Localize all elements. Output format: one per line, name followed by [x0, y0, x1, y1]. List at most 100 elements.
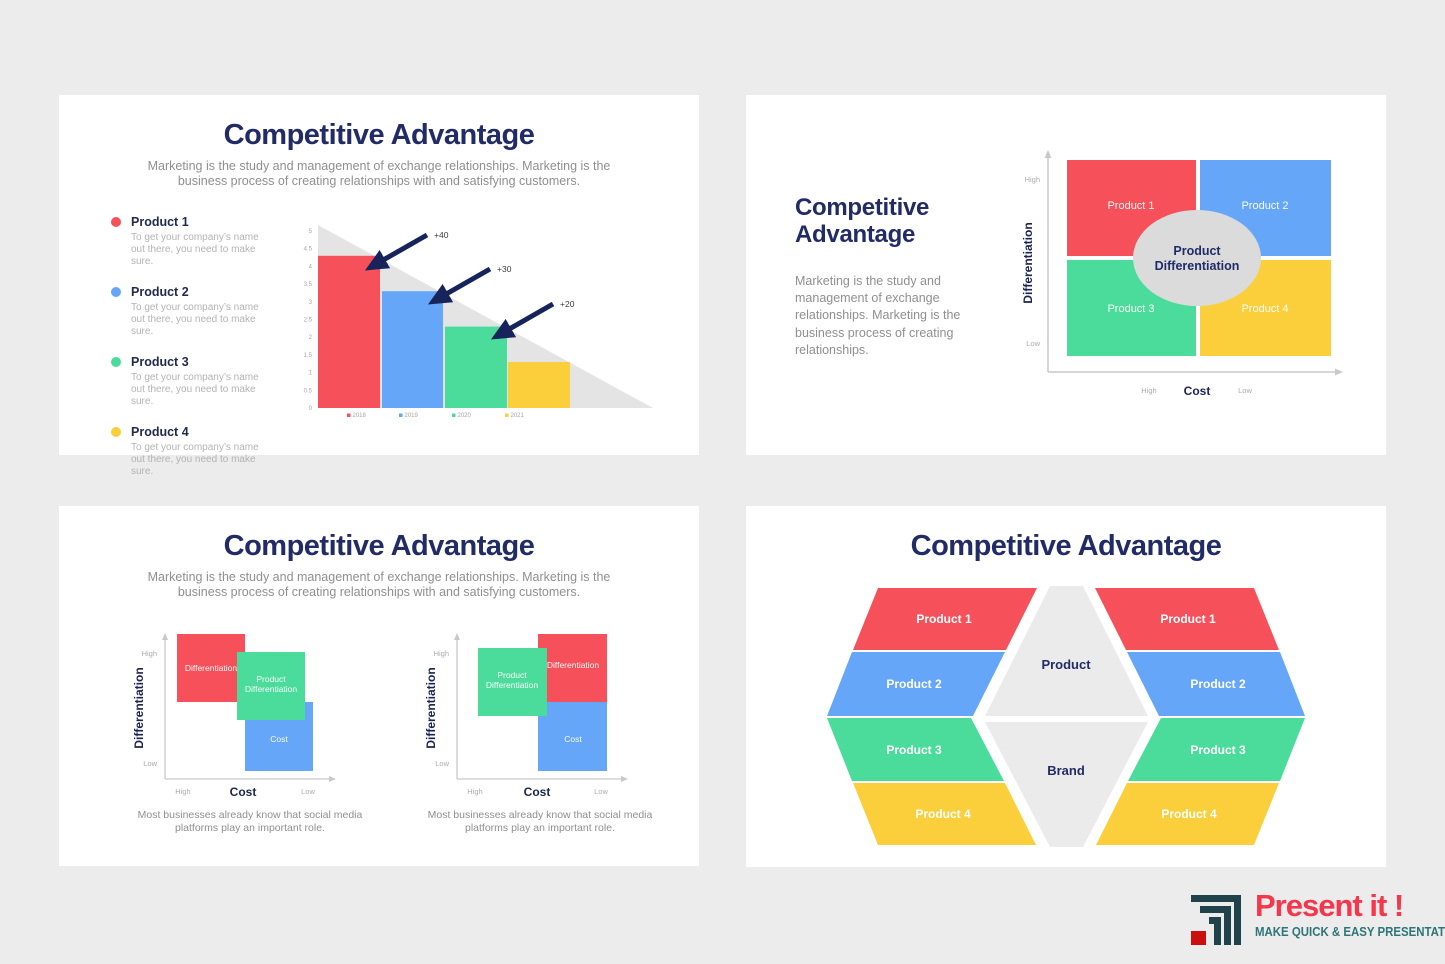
- annotation-label: +40: [434, 230, 449, 240]
- x-low-label: Low: [301, 787, 315, 796]
- band-label: Product 1: [1160, 612, 1216, 626]
- title-line-1: Competitive: [795, 194, 930, 221]
- chart-caption-left: Most businesses already know that social…: [137, 809, 363, 835]
- x-axis-arrow-icon: [1335, 368, 1343, 376]
- x-axis-title: Cost: [230, 785, 257, 799]
- legend-item-product-3: Product 3 To get your company’s name out…: [111, 355, 271, 408]
- y-tick: 0: [309, 406, 313, 412]
- band-left-product-1: [853, 588, 1037, 650]
- present-it-logo-icon: [1191, 895, 1241, 945]
- x-category: 2019: [405, 413, 419, 419]
- legend-label: Product 4: [131, 425, 189, 439]
- positioning-chart-right: Differentiation Product Differentiation …: [424, 633, 628, 799]
- slide-1-subtitle: Marketing is the study and management of…: [147, 159, 611, 188]
- band-right-product-4: [1096, 783, 1279, 845]
- y-axis-title: Differentiation: [132, 667, 146, 748]
- box-product-differentiation: [237, 652, 305, 720]
- box-label: Cost: [270, 734, 288, 744]
- slide-3-title: Competitive Advantage: [223, 530, 535, 562]
- center-label-product: Product: [1041, 657, 1091, 672]
- chart-caption-right: Most businesses already know that social…: [427, 809, 653, 835]
- slide-4-title: Competitive Advantage: [910, 530, 1222, 562]
- quadrant-label: Product 2: [1241, 200, 1288, 212]
- annotation-label: +30: [497, 264, 512, 274]
- box-label-line-2: Differentiation: [486, 680, 539, 690]
- band-right-product-2: [1127, 652, 1305, 716]
- band-label: Product 3: [886, 743, 942, 757]
- y-high-label: High: [1025, 175, 1040, 184]
- box-label-line-1: Product: [497, 670, 527, 680]
- annotation-label: +20: [560, 299, 575, 309]
- y-high-label: High: [434, 649, 449, 658]
- center-label-line-2: Differentiation: [1155, 259, 1240, 273]
- x-low-label: Low: [1238, 386, 1252, 395]
- band-label: Product 1: [916, 612, 972, 626]
- x-high-label: High: [467, 787, 482, 796]
- y-tick: 2.5: [304, 318, 313, 324]
- logo-bracket-outer: [1191, 895, 1241, 945]
- title-line-2: Advantage: [795, 220, 915, 248]
- quadrant-label: Product 1: [1107, 200, 1154, 212]
- box-label-line-2: Differentiation: [245, 684, 298, 694]
- band-right-product-3: [1128, 718, 1305, 781]
- logo-text-block: Present it ! MAKE QUICK & EASY PRESENTAT…: [1255, 890, 1445, 939]
- x-legend-dot-blue: [399, 413, 403, 417]
- hexagon-diagram-canvas: Product 1 Product 2 Product 3 Product 4 …: [827, 586, 1305, 847]
- legend-item-product-2: Product 2 To get your company’s name out…: [111, 285, 271, 338]
- y-tick: 1.5: [304, 353, 313, 359]
- band-label: Product 4: [915, 807, 971, 821]
- y-tick: 2: [309, 335, 313, 341]
- box-differentiation: [177, 634, 245, 702]
- slide-4-hexagon-diagram: Competitive Advantage Product 1 Product …: [746, 506, 1386, 867]
- y-low-label: Low: [1026, 339, 1040, 348]
- logo-tagline: MAKE QUICK & EASY PRESENTATIONS: [1255, 924, 1445, 939]
- slide-3-subtitle: Marketing is the study and management of…: [147, 570, 611, 599]
- bar-2019: [382, 291, 443, 408]
- y-tick: 4: [309, 264, 313, 270]
- slide-2-title: Competitive Advantage: [795, 194, 980, 249]
- y-high-label: High: [142, 649, 157, 658]
- x-axis-title: Cost: [524, 785, 551, 799]
- center-label-brand: Brand: [1047, 763, 1085, 778]
- band-label: Product 3: [1190, 743, 1246, 757]
- band-right-product-1: [1095, 588, 1279, 650]
- y-tick: 3: [309, 300, 313, 306]
- legend-label: Product 1: [131, 215, 189, 229]
- legend-dot-yellow: [111, 427, 121, 437]
- band-label: Product 2: [886, 677, 942, 691]
- box-label: Cost: [564, 734, 582, 744]
- logo-bracket-inner: [1209, 917, 1221, 945]
- quadrant-label: Product 4: [1241, 303, 1288, 315]
- band-left-product-3: [827, 718, 1004, 781]
- x-category: 2021: [511, 413, 525, 419]
- annotation-arrow: [490, 301, 555, 340]
- box-label-line-1: Product: [256, 674, 286, 684]
- box-label: Differentiation: [185, 663, 238, 673]
- legend-dot-blue: [111, 287, 121, 297]
- y-axis-arrow-icon: [1044, 150, 1052, 158]
- x-high-label: High: [1141, 386, 1156, 395]
- legend-label: Product 2: [131, 285, 189, 299]
- bar-2020: [445, 326, 507, 408]
- band-left-product-2: [827, 652, 1005, 716]
- annotation-arrow: [364, 232, 429, 271]
- legend-desc: To get your company’s name out there, yo…: [131, 442, 259, 477]
- bar-2021: [508, 362, 570, 408]
- box-differentiation: [538, 634, 607, 702]
- x-axis-title: Cost: [1184, 384, 1211, 398]
- y-tick: 0.5: [304, 388, 313, 394]
- slide-3-positioning-charts: Competitive Advantage Marketing is the s…: [59, 506, 699, 866]
- legend-desc: To get your company’s name out there, yo…: [131, 232, 259, 267]
- slide-1-bar-chart: Competitive Advantage Marketing is the s…: [59, 95, 699, 477]
- legend-dot-green: [111, 357, 121, 367]
- brand-logo: Present it ! MAKE QUICK & EASY PRESENTAT…: [1188, 890, 1445, 948]
- y-low-label: Low: [143, 759, 157, 768]
- center-label-line-1: Product: [1173, 244, 1221, 258]
- logo-red-square: [1191, 931, 1206, 945]
- legend-item-product-1: Product 1 To get your company’s name out…: [111, 215, 271, 268]
- legend-desc: To get your company’s name out there, yo…: [131, 372, 259, 407]
- bar-chart-canvas: 5 4.5 4 3.5 3 2.5 2 1.5 1 0.5 0 +40 +30 …: [304, 225, 653, 419]
- x-axis-arrow-icon: [621, 776, 628, 782]
- legend-label: Product 3: [131, 355, 189, 369]
- y-tick: 3.5: [304, 282, 313, 288]
